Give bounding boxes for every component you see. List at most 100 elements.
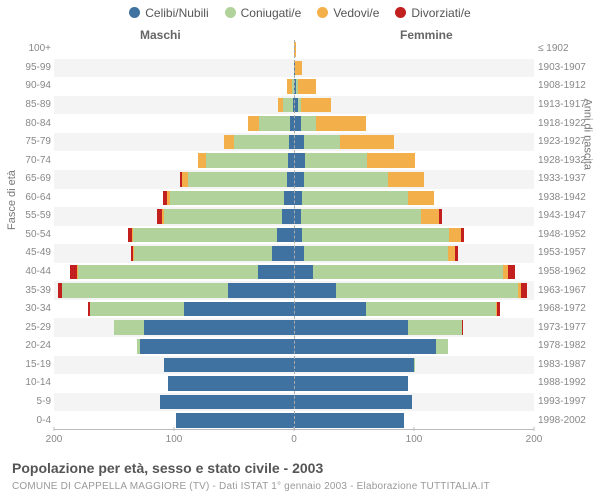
female-half	[294, 172, 534, 187]
bar-seg-celibi	[294, 395, 412, 410]
female-half	[294, 135, 534, 150]
bar-seg-divorziati	[439, 209, 441, 224]
male-half	[54, 98, 294, 113]
age-label: 80-84	[9, 118, 51, 129]
male-half	[54, 116, 294, 131]
bar-seg-coniugati	[414, 358, 415, 373]
bar-seg-coniugati	[408, 320, 462, 335]
age-label: 70-74	[9, 155, 51, 166]
bar-seg-coniugati	[206, 153, 288, 168]
bar-seg-divorziati	[497, 302, 501, 317]
bar-seg-celibi	[176, 413, 294, 428]
legend-swatch	[395, 7, 406, 18]
birth-years-label: 1943-1947	[538, 210, 596, 221]
male-half	[54, 358, 294, 373]
bar-seg-coniugati	[134, 246, 272, 261]
bar-seg-celibi	[294, 172, 304, 187]
bar-seg-vedovi	[295, 61, 302, 76]
female-half	[294, 79, 534, 94]
birth-years-label: 1908-1912	[538, 80, 596, 91]
bar-seg-celibi	[140, 339, 294, 354]
bar-seg-vedovi	[408, 191, 434, 206]
bar-seg-celibi	[164, 358, 294, 373]
bar-seg-celibi	[294, 283, 336, 298]
bar-seg-celibi	[287, 172, 294, 187]
pyramid-chart: 100+≤ 190295-991903-190790-941908-191285…	[54, 40, 534, 430]
bar-seg-divorziati	[128, 228, 132, 243]
male-half	[54, 172, 294, 187]
bar-seg-celibi	[294, 413, 404, 428]
bar-seg-divorziati	[163, 191, 167, 206]
male-half	[54, 395, 294, 410]
bar-seg-coniugati	[259, 116, 290, 131]
age-label: 10-14	[9, 377, 51, 388]
bar-seg-coniugati	[304, 246, 448, 261]
bar-seg-divorziati	[157, 209, 162, 224]
x-tick-label: 200	[46, 434, 63, 445]
bar-seg-celibi	[258, 265, 294, 280]
bar-seg-celibi	[294, 228, 302, 243]
male-half	[54, 320, 294, 335]
bar-seg-vedovi	[287, 79, 292, 94]
age-label: 90-94	[9, 80, 51, 91]
bar-seg-divorziati	[70, 265, 77, 280]
female-half	[294, 302, 534, 317]
x-tick-mark	[54, 427, 55, 431]
birth-years-label: 1923-1927	[538, 136, 596, 147]
bar-seg-coniugati	[336, 283, 518, 298]
bar-seg-coniugati	[78, 265, 258, 280]
bar-seg-vedovi	[340, 135, 394, 150]
bar-seg-vedovi	[198, 153, 206, 168]
bar-seg-celibi	[294, 116, 301, 131]
age-label: 50-54	[9, 229, 51, 240]
bar-seg-coniugati	[301, 116, 315, 131]
birth-years-label: 1938-1942	[538, 192, 596, 203]
bar-seg-divorziati	[462, 320, 463, 335]
bar-seg-vedovi	[248, 116, 259, 131]
bar-seg-coniugati	[302, 191, 408, 206]
x-axis: 2001000100200	[54, 430, 534, 448]
age-label: 65-69	[9, 173, 51, 184]
male-half	[54, 339, 294, 354]
age-label: 5-9	[9, 396, 51, 407]
male-half	[54, 376, 294, 391]
bar-seg-coniugati	[302, 228, 448, 243]
female-half	[294, 191, 534, 206]
age-label: 40-44	[9, 266, 51, 277]
bar-seg-coniugati	[436, 339, 448, 354]
bar-seg-celibi	[294, 246, 304, 261]
bar-seg-coniugati	[137, 339, 141, 354]
bar-seg-coniugati	[90, 302, 184, 317]
age-label: 20-24	[9, 340, 51, 351]
bar-seg-coniugati	[114, 320, 144, 335]
bar-seg-celibi	[294, 320, 408, 335]
male-half	[54, 135, 294, 150]
bar-seg-vedovi	[278, 98, 283, 113]
bar-seg-celibi	[294, 376, 408, 391]
age-label: 30-34	[9, 303, 51, 314]
bar-seg-divorziati	[461, 228, 465, 243]
birth-years-label: 1918-1922	[538, 118, 596, 129]
male-half	[54, 246, 294, 261]
female-half	[294, 116, 534, 131]
male-half	[54, 191, 294, 206]
bar-seg-coniugati	[133, 228, 277, 243]
age-label: 35-39	[9, 285, 51, 296]
birth-years-label: 1903-1907	[538, 62, 596, 73]
bar-seg-vedovi	[449, 228, 461, 243]
x-tick-mark	[294, 427, 295, 431]
bar-seg-vedovi	[162, 209, 164, 224]
bar-seg-divorziati	[58, 283, 63, 298]
birth-years-label: 1968-1972	[538, 303, 596, 314]
age-label: 60-64	[9, 192, 51, 203]
age-label: 25-29	[9, 322, 51, 333]
bar-seg-celibi	[160, 395, 294, 410]
age-label: 95-99	[9, 62, 51, 73]
legend-item: Coniugati/e	[225, 6, 302, 20]
legend-swatch	[225, 7, 236, 18]
legend-item: Vedovi/e	[317, 6, 379, 20]
female-half	[294, 265, 534, 280]
bar-seg-coniugati	[305, 153, 367, 168]
bar-seg-celibi	[284, 191, 294, 206]
bar-seg-vedovi	[132, 228, 133, 243]
